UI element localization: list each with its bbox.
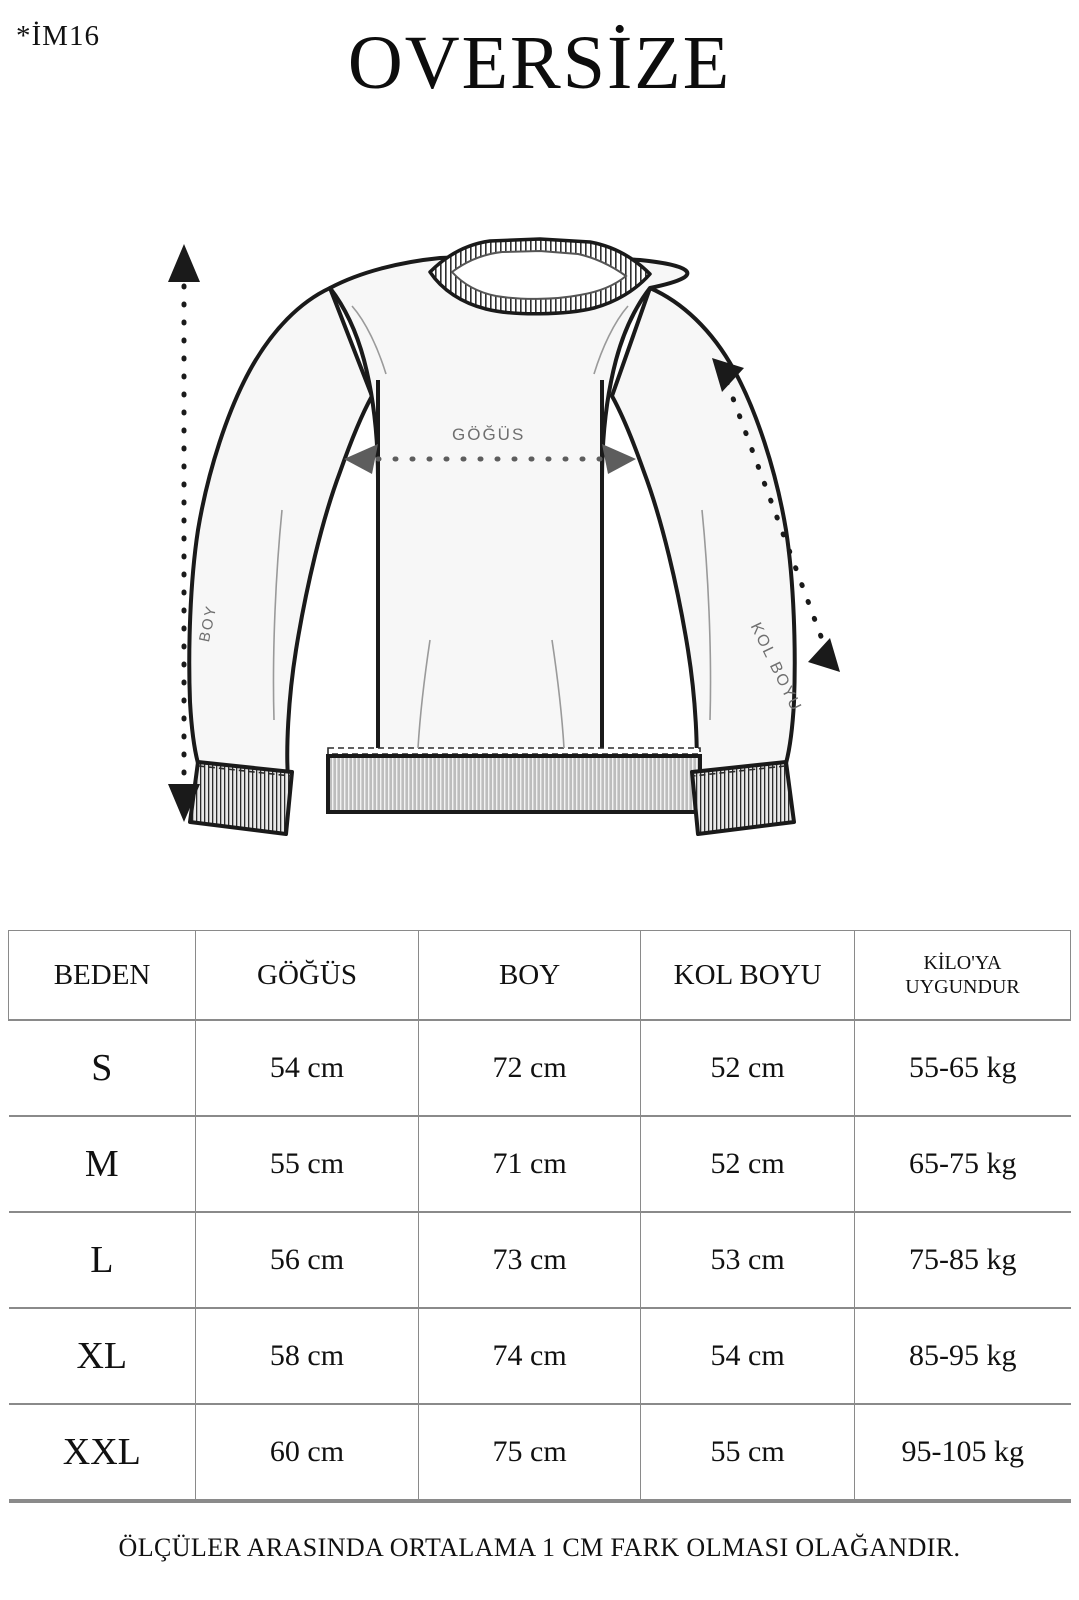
cell-kol-boyu: 52 cm xyxy=(640,1019,855,1116)
table-row: L 56 cm 73 cm 53 cm 75-85 kg xyxy=(8,1211,1071,1308)
cell-kol-boyu: 52 cm xyxy=(640,1115,855,1212)
garment-body xyxy=(187,237,797,780)
cell-gogus: 60 cm xyxy=(195,1403,419,1503)
sweatshirt-technical-drawing xyxy=(168,237,840,836)
garment-illustration: GÖĞÜS BOY KOL BOYU xyxy=(0,210,1079,900)
kolboyu-measure-arrow xyxy=(712,358,840,672)
cell-gogus: 55 cm xyxy=(195,1115,419,1212)
cell-beden: S xyxy=(8,1019,197,1116)
cell-kilo: 65-75 kg xyxy=(853,1115,1071,1212)
seam-lines xyxy=(272,305,712,749)
cell-gogus: 58 cm xyxy=(195,1307,419,1404)
boy-measure-arrow xyxy=(168,244,200,822)
cell-gogus: 56 cm xyxy=(195,1211,419,1308)
page-title: OVERSİZE xyxy=(347,21,732,105)
table-row: XL 58 cm 74 cm 54 cm 85-95 kg xyxy=(8,1307,1071,1404)
kilo-header-line-2: UYGUNDUR xyxy=(905,976,1020,998)
right-cuff xyxy=(690,760,796,836)
table-row: XXL 60 cm 75 cm 55 cm 95-105 kg xyxy=(8,1403,1071,1503)
cell-boy: 71 cm xyxy=(417,1115,642,1212)
sku-code: *İM16 xyxy=(16,20,100,52)
cell-boy: 74 cm xyxy=(417,1307,642,1404)
left-cuff xyxy=(188,760,294,836)
cell-beden: XXL xyxy=(8,1403,197,1503)
column-header-boy: BOY xyxy=(417,930,642,1021)
gogus-measure-arrow xyxy=(344,444,636,474)
column-header-kilo-uygundur: KİLO'YA UYGUNDUR xyxy=(853,930,1072,1021)
cell-beden: XL xyxy=(8,1307,197,1404)
cell-beden: M xyxy=(8,1115,197,1212)
bottom-hem xyxy=(326,747,702,814)
kilo-header-line-1: KİLO'YA xyxy=(923,952,1002,974)
cell-kol-boyu: 55 cm xyxy=(640,1403,855,1503)
size-chart-table: BEDEN GÖĞÜS BOY KOL BOYU KİLO'YA UYGUNDU… xyxy=(7,930,1072,1503)
table-row: M 55 cm 71 cm 52 cm 65-75 kg xyxy=(8,1115,1071,1212)
column-header-gogus: GÖĞÜS xyxy=(195,930,419,1021)
cell-boy: 73 cm xyxy=(417,1211,642,1308)
cell-gogus: 54 cm xyxy=(195,1019,419,1116)
column-header-beden: BEDEN xyxy=(7,930,197,1021)
cell-kol-boyu: 53 cm xyxy=(640,1211,855,1308)
cell-boy: 75 cm xyxy=(417,1403,642,1503)
cell-kol-boyu: 54 cm xyxy=(640,1307,855,1404)
column-header-kol-boyu: KOL BOYU xyxy=(640,930,855,1021)
measurement-tolerance-note: ÖLÇÜLER ARASINDA ORTALAMA 1 CM FARK OLMA… xyxy=(118,1533,961,1562)
table-row: S 54 cm 72 cm 52 cm 55-65 kg xyxy=(8,1019,1071,1116)
chest-measure-label: GÖĞÜS xyxy=(452,425,526,444)
cell-kilo: 75-85 kg xyxy=(853,1211,1071,1308)
cell-beden: L xyxy=(8,1211,197,1308)
cell-boy: 72 cm xyxy=(417,1019,642,1116)
table-header-row: BEDEN GÖĞÜS BOY KOL BOYU KİLO'YA UYGUNDU… xyxy=(7,930,1072,1021)
cell-kilo: 95-105 kg xyxy=(853,1403,1071,1503)
cell-kilo: 85-95 kg xyxy=(853,1307,1071,1404)
cell-kilo: 55-65 kg xyxy=(853,1019,1071,1116)
